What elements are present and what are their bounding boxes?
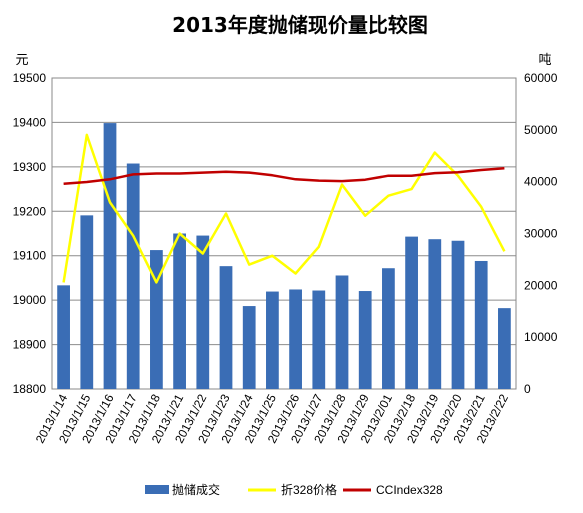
bar-2013/1/26	[289, 289, 302, 389]
right-axis-ticks: 0 10000 20000 30000 40000 50000 60000	[524, 71, 558, 396]
bar-2013/1/29	[358, 291, 372, 389]
legend-red-line-label: CCIndex328	[376, 483, 443, 497]
bar-2013/2/20	[451, 240, 465, 389]
legend-item-yellow-line: 折328价格	[248, 482, 337, 497]
bar-2013/2/22	[498, 308, 511, 389]
bar-2013/1/24	[242, 306, 256, 389]
right-tick-label: 30000	[524, 227, 558, 241]
bar-2013/1/28	[335, 275, 349, 389]
bar-2013/2/21	[474, 260, 488, 389]
right-tick-label: 60000	[524, 71, 558, 85]
left-tick-label: 19100	[13, 249, 47, 263]
legend-yellow-line-label: 折328价格	[281, 482, 337, 497]
left-tick-label: 18900	[13, 338, 47, 352]
left-tick-label: 19000	[13, 293, 47, 307]
bar-2013/1/25	[266, 291, 279, 389]
left-tick-label: 19300	[13, 160, 47, 174]
right-axis-unit: 吨	[538, 52, 551, 67]
right-tick-label: 50000	[524, 123, 558, 137]
chart-title: 2013年度抛储现价量比较图	[172, 13, 428, 37]
bar-2013/1/15	[80, 215, 94, 389]
right-tick-label: 20000	[524, 278, 558, 292]
bar-2013/2/01	[382, 268, 395, 389]
plot-area	[51, 77, 517, 390]
bar-2013/1/22	[196, 235, 210, 389]
bar-2013/1/14	[57, 285, 70, 389]
bar-2013/2/19	[428, 239, 442, 389]
right-tick-label: 0	[524, 382, 531, 396]
bar-2013/1/23	[219, 266, 233, 389]
right-tick-label: 10000	[524, 330, 558, 344]
line-series-CCIndex328	[63, 166, 505, 185]
legend-item-bars: 抛储成交	[145, 482, 220, 497]
lines-layer	[62, 133, 506, 284]
bar-2013/1/21	[173, 233, 186, 389]
left-tick-label: 19200	[13, 204, 47, 218]
legend-bar-label: 抛储成交	[172, 482, 220, 497]
left-tick-label: 19400	[13, 115, 47, 129]
x-axis-ticks: 2013/1/142013/1/152013/1/162013/1/172013…	[33, 392, 511, 446]
bar-2013/2/18	[405, 236, 418, 389]
legend-item-red-line: CCIndex328	[343, 483, 443, 497]
bars-layer	[57, 123, 511, 389]
left-tick-label: 19500	[13, 71, 47, 85]
bar-2013/1/18	[150, 250, 163, 389]
legend: 抛储成交 折328价格 CCIndex328	[145, 482, 443, 497]
bar-2013/1/16	[103, 123, 117, 389]
legend-bar-swatch	[145, 485, 169, 494]
left-tick-label: 18800	[13, 382, 47, 396]
left-axis-ticks: 18800 18900 19000 19100 19200 19300 19400 19500	[13, 71, 47, 396]
bar-2013/1/17	[126, 163, 140, 389]
line-series-折328价格	[62, 133, 506, 284]
bar-2013/1/27	[312, 290, 326, 389]
right-tick-label: 40000	[524, 175, 558, 189]
left-axis-unit: 元	[15, 52, 28, 67]
